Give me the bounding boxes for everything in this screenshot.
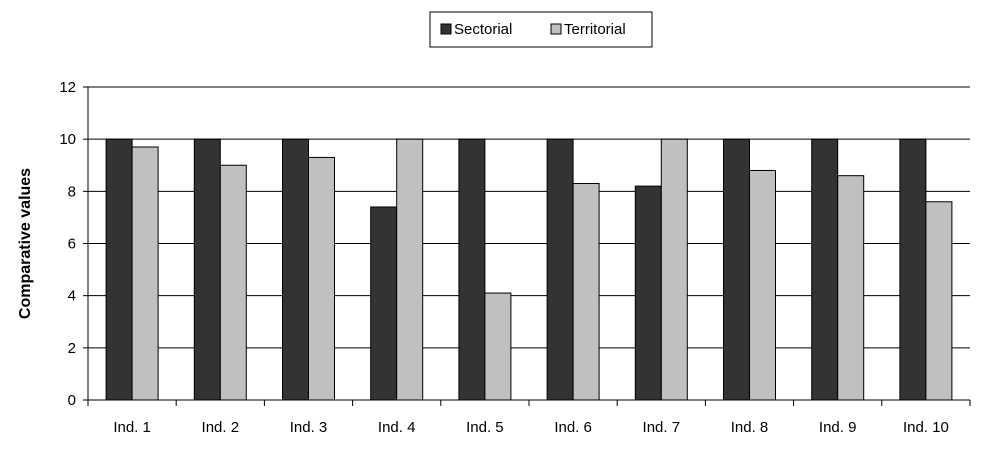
y-tick-label: 4	[68, 288, 76, 305]
x-tick-label: Ind. 10	[903, 419, 949, 436]
bar-sectorial-2	[193, 138, 221, 401]
legend-swatch-sectorial	[440, 23, 452, 35]
bar-territorial-8	[749, 169, 776, 401]
bar-territorial-9	[837, 175, 865, 401]
x-tick-label: Ind. 8	[731, 419, 769, 436]
x-tick-label: Ind. 6	[554, 419, 592, 436]
bar-sectorial-7	[634, 185, 662, 401]
x-tick-label: Ind. 1	[113, 419, 151, 436]
legend-label-territorial: Territorial	[564, 21, 626, 38]
x-tick-label: Ind. 9	[819, 419, 857, 436]
y-tick-label: 8	[68, 183, 76, 200]
y-tick-label: 2	[68, 340, 76, 357]
bar-sectorial-10	[899, 138, 927, 401]
bars	[105, 138, 953, 401]
bar-sectorial-5	[458, 138, 486, 401]
bar-territorial-10	[925, 201, 953, 401]
legend-label-sectorial: Sectorial	[454, 21, 512, 38]
bar-sectorial-8	[723, 138, 750, 401]
x-ticks: Ind. 1 Ind. 2 Ind. 3 Ind. 4 Ind. 5 Ind. 6 Ind.…	[87, 400, 971, 436]
legend-box	[429, 11, 653, 48]
bar-territorial-5	[484, 292, 512, 401]
bar-territorial-7	[660, 138, 688, 401]
y-tick-label: 12	[59, 79, 76, 96]
y-tick-label: 0	[68, 392, 76, 409]
x-tick-label: Ind. 7	[643, 419, 681, 436]
y-tick-label: 6	[68, 236, 76, 253]
legend: Sectorial Territorial	[429, 11, 653, 48]
y-ticks: 0 2 4 6 8 10 12	[59, 79, 88, 409]
bar-sectorial-9	[811, 138, 839, 401]
x-tick-label: Ind. 2	[202, 419, 240, 436]
x-tick-label: Ind. 5	[466, 419, 504, 436]
bar-territorial-3	[308, 156, 335, 401]
bar-territorial-4	[396, 138, 424, 401]
bar-territorial-6	[572, 183, 600, 401]
legend-swatch-territorial	[550, 23, 562, 35]
x-tick-label: Ind. 3	[290, 419, 328, 436]
bar-sectorial-4	[370, 206, 398, 401]
x-tick-label: Ind. 4	[378, 419, 416, 436]
bar-sectorial-1	[105, 138, 133, 401]
y-axis-label: Comparative values	[17, 168, 34, 319]
bar-territorial-2	[219, 164, 247, 401]
y-tick-label: 10	[59, 131, 76, 148]
bar-sectorial-3	[282, 138, 309, 401]
bar-sectorial-6	[546, 138, 574, 401]
bar-territorial-1	[131, 146, 159, 401]
